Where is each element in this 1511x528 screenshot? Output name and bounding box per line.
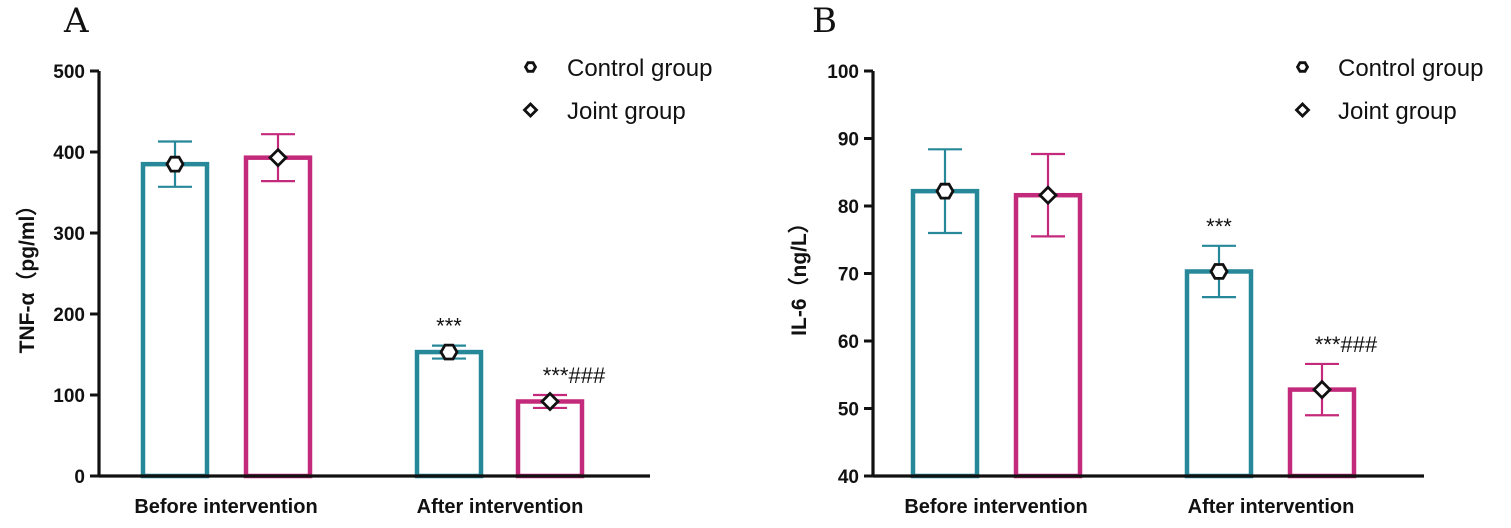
legend-label-joint: Joint group: [1338, 98, 1457, 125]
y-tick-label: 80: [838, 197, 859, 218]
y-tick-label: 50: [838, 400, 859, 421]
y-tick-label: 90: [838, 130, 859, 151]
data-point: [1209, 263, 1229, 280]
y-tick-label: 500: [53, 62, 85, 83]
significance-label: ***###: [543, 363, 606, 388]
significance-label: ***: [1206, 214, 1232, 239]
bar: [140, 161, 210, 479]
legend: Control group Joint group: [522, 55, 712, 125]
y-axis-title: TNF-α（pg/ml）: [15, 195, 39, 354]
legend: Control group Joint group: [1294, 55, 1483, 125]
bar: [243, 155, 313, 479]
category-label: Before intervention: [904, 496, 1087, 518]
data-point: [439, 343, 459, 361]
y-axis-title: IL-6（ng/L）: [787, 212, 811, 336]
y-tick-label: 100: [827, 62, 859, 83]
data-point: [1038, 185, 1058, 206]
data-point: [540, 391, 560, 412]
legend-marker-joint: [1294, 102, 1311, 118]
bar: [414, 349, 484, 479]
y-tick-label: 40: [838, 467, 859, 488]
data-point: [935, 182, 955, 200]
legend-marker-control: [1295, 61, 1310, 73]
y-tick-label: 200: [53, 305, 85, 326]
y-axis: 0 100 200 300 400 500: [53, 62, 99, 488]
data-point: [165, 155, 185, 173]
panel-b: B IL-6（ng/L） 40 50 60 70 80 90 100 *** ***### B…: [787, 1, 1483, 518]
y-tick-label: 60: [838, 332, 859, 353]
y-tick-label: 0: [74, 467, 85, 488]
bars: *** ***###: [140, 133, 606, 479]
legend-label-joint: Joint group: [567, 98, 686, 125]
legend-marker-joint: [522, 102, 539, 118]
y-tick-label: 400: [53, 143, 85, 164]
bar: [515, 399, 585, 479]
significance-label: ***: [436, 314, 462, 339]
legend-marker-control: [523, 61, 538, 73]
panel-letter: B: [812, 1, 837, 41]
bar: [1184, 269, 1254, 479]
bars: *** ***###: [910, 148, 1378, 479]
y-axis: 40 50 60 70 80 90 100: [827, 62, 873, 488]
y-tick-label: 300: [53, 224, 85, 245]
y-tick-label: 100: [53, 386, 85, 407]
panel-letter: A: [63, 1, 89, 41]
category-label: After intervention: [417, 496, 584, 518]
panel-a: A TNF-α（pg/ml） 0 100 200 300 400 500 *** ***##…: [15, 1, 712, 518]
category-label: Before intervention: [134, 496, 317, 518]
y-tick-label: 70: [838, 265, 859, 286]
significance-label: ***###: [1315, 332, 1378, 357]
category-label: After intervention: [1188, 496, 1355, 518]
legend-label-control: Control group: [567, 55, 712, 82]
data-point: [1312, 379, 1332, 400]
data-point: [268, 147, 288, 168]
legend-label-control: Control group: [1338, 55, 1483, 82]
